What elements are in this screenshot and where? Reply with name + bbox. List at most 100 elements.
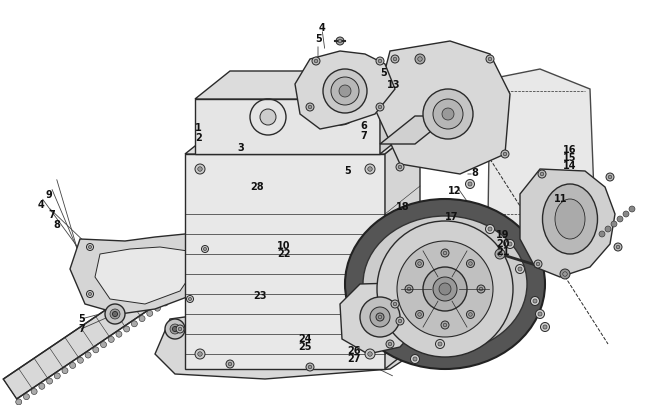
Circle shape <box>39 384 45 389</box>
Circle shape <box>131 321 137 327</box>
Text: 7: 7 <box>78 323 84 333</box>
Text: 8: 8 <box>471 167 478 177</box>
Text: 15: 15 <box>564 153 577 163</box>
Circle shape <box>176 325 184 333</box>
Circle shape <box>438 342 442 346</box>
Circle shape <box>306 104 314 112</box>
Text: 4: 4 <box>318 23 325 33</box>
Circle shape <box>439 284 451 295</box>
Polygon shape <box>95 247 195 304</box>
Circle shape <box>398 320 402 323</box>
Circle shape <box>162 300 168 306</box>
Text: 27: 27 <box>348 354 361 363</box>
Circle shape <box>614 243 622 252</box>
Ellipse shape <box>363 216 527 352</box>
Circle shape <box>339 86 351 98</box>
Circle shape <box>378 106 382 109</box>
Ellipse shape <box>325 104 355 126</box>
Circle shape <box>498 252 502 257</box>
Text: 19: 19 <box>497 230 510 240</box>
Circle shape <box>174 328 176 330</box>
Circle shape <box>560 269 570 279</box>
Circle shape <box>370 307 390 327</box>
Text: 1: 1 <box>195 123 202 132</box>
Circle shape <box>55 373 60 379</box>
Circle shape <box>605 226 611 232</box>
Polygon shape <box>155 304 420 379</box>
Circle shape <box>411 355 419 364</box>
Circle shape <box>418 58 422 62</box>
Circle shape <box>415 260 424 268</box>
Circle shape <box>178 327 182 331</box>
Circle shape <box>376 58 384 66</box>
Circle shape <box>188 298 192 301</box>
Circle shape <box>629 207 635 213</box>
Circle shape <box>368 167 372 172</box>
Circle shape <box>396 164 404 172</box>
Polygon shape <box>185 127 420 155</box>
Text: 8: 8 <box>53 220 60 230</box>
Circle shape <box>534 260 542 269</box>
Text: 20: 20 <box>497 238 510 248</box>
Circle shape <box>88 246 92 249</box>
Circle shape <box>486 225 495 234</box>
Circle shape <box>443 324 447 327</box>
Circle shape <box>608 176 612 179</box>
Circle shape <box>423 267 467 311</box>
Polygon shape <box>380 72 415 155</box>
Polygon shape <box>340 284 418 354</box>
Circle shape <box>467 260 474 268</box>
Circle shape <box>443 252 447 255</box>
Text: 5: 5 <box>315 34 322 43</box>
Circle shape <box>441 321 449 329</box>
Circle shape <box>101 342 107 348</box>
Circle shape <box>538 171 546 179</box>
Text: 26: 26 <box>348 345 361 355</box>
Text: 9: 9 <box>46 190 52 199</box>
Circle shape <box>388 342 392 346</box>
Polygon shape <box>520 170 615 277</box>
Circle shape <box>86 291 94 298</box>
Circle shape <box>86 244 94 251</box>
Circle shape <box>47 378 53 384</box>
Circle shape <box>368 352 372 356</box>
Circle shape <box>538 312 542 316</box>
Circle shape <box>312 58 320 66</box>
Circle shape <box>413 357 417 361</box>
Circle shape <box>396 317 404 325</box>
Circle shape <box>495 249 505 259</box>
Circle shape <box>336 38 344 46</box>
Circle shape <box>616 245 620 249</box>
Circle shape <box>378 315 382 319</box>
Circle shape <box>398 166 402 169</box>
Circle shape <box>203 248 207 251</box>
Circle shape <box>170 324 180 334</box>
Text: 5: 5 <box>344 165 351 175</box>
Circle shape <box>331 78 359 106</box>
Text: 7: 7 <box>48 210 55 220</box>
Circle shape <box>116 331 122 337</box>
Circle shape <box>308 106 312 109</box>
Circle shape <box>228 362 232 366</box>
Circle shape <box>202 246 209 253</box>
Circle shape <box>536 310 545 319</box>
Circle shape <box>479 288 483 291</box>
Circle shape <box>338 40 342 44</box>
Text: 10: 10 <box>278 240 291 250</box>
Circle shape <box>418 262 421 266</box>
Circle shape <box>147 311 153 317</box>
Circle shape <box>198 167 202 172</box>
Circle shape <box>165 319 185 339</box>
Circle shape <box>110 309 120 319</box>
Polygon shape <box>195 72 415 100</box>
Polygon shape <box>295 52 395 130</box>
Circle shape <box>77 357 83 363</box>
Circle shape <box>195 349 205 359</box>
Circle shape <box>172 327 177 332</box>
Circle shape <box>611 222 617 228</box>
Ellipse shape <box>543 185 597 254</box>
Circle shape <box>486 56 494 64</box>
Polygon shape <box>375 42 510 175</box>
Circle shape <box>195 164 205 175</box>
Circle shape <box>563 272 567 277</box>
